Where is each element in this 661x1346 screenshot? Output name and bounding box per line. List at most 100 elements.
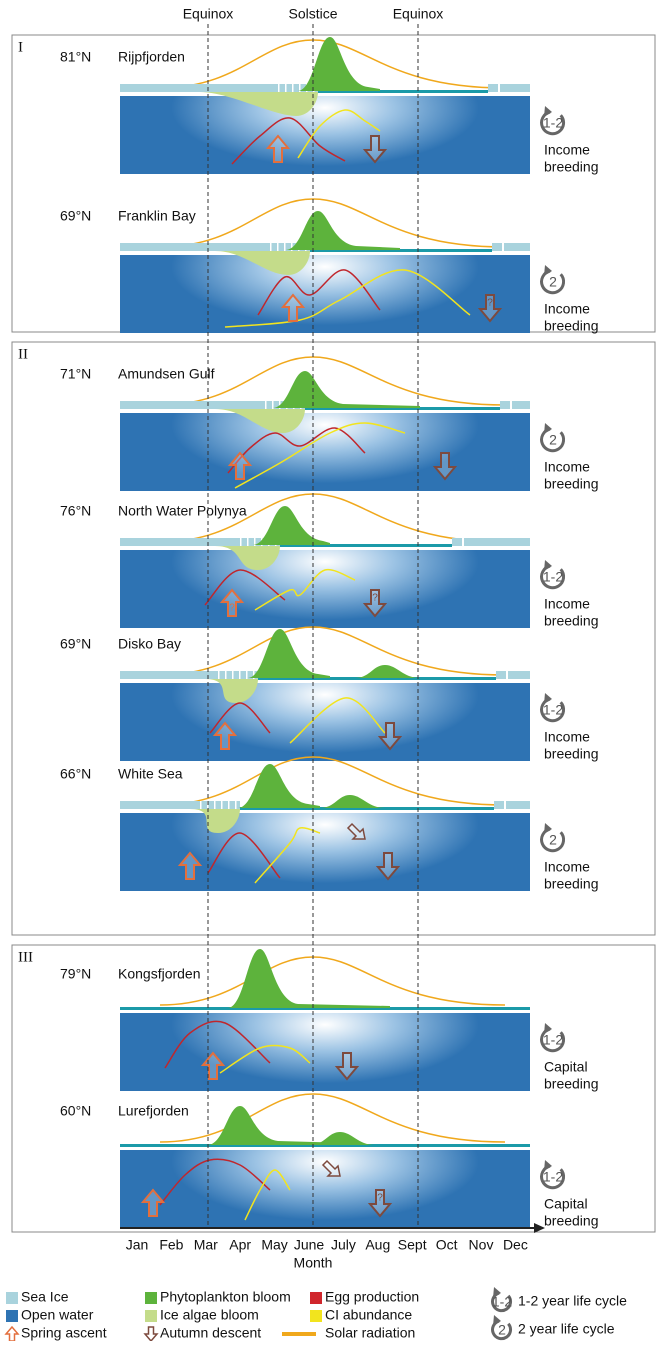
- ice-gap: [240, 538, 242, 546]
- latitude: 69°N: [60, 208, 91, 224]
- sea-ice: [120, 243, 310, 251]
- open-water: [120, 96, 530, 174]
- ice-gap: [270, 243, 272, 251]
- autumn-note: ?: [377, 1193, 383, 1204]
- latitude: 81°N: [60, 49, 91, 65]
- cycle-label: 1-2: [543, 569, 563, 585]
- month-label: Nov: [469, 1237, 494, 1253]
- open-water: [120, 683, 530, 761]
- month-label: May: [261, 1237, 287, 1253]
- location: Franklin Bay: [118, 208, 196, 224]
- legend-label: Egg production: [325, 1289, 419, 1305]
- open-water: [120, 413, 530, 491]
- breeding: breeding: [544, 318, 599, 334]
- month-label: Oct: [436, 1237, 458, 1253]
- ice-gap: [504, 801, 506, 809]
- ice-gap: [247, 538, 249, 546]
- breeding: Income: [544, 142, 590, 158]
- spring-note: ?: [229, 603, 235, 614]
- legend-label: Ice algae bloom: [160, 1307, 259, 1323]
- legend-label: Solar radiation: [325, 1325, 415, 1341]
- phytoplankton-bloom: [310, 1132, 375, 1145]
- phytoplankton-bloom: [320, 795, 385, 808]
- ice-gap: [246, 671, 248, 679]
- ice-gap: [221, 801, 223, 809]
- phytoplankton-bloom: [286, 211, 400, 250]
- solar-curve: [160, 627, 505, 675]
- latitude: 76°N: [60, 503, 91, 519]
- legend-swatch: [310, 1310, 322, 1322]
- phytoplankton-bloom: [273, 371, 420, 408]
- open-water: [120, 1013, 530, 1091]
- legend-label: Autumn descent: [160, 1325, 261, 1341]
- ice-gap: [200, 801, 202, 809]
- breeding: Income: [544, 859, 590, 875]
- group-label: III: [18, 949, 33, 965]
- cycle-label: 1-2: [543, 1032, 563, 1048]
- legend-label: Open water: [21, 1307, 94, 1323]
- ice-gap: [506, 671, 508, 679]
- ice-gap: [272, 401, 274, 409]
- legend-swatch: [145, 1310, 157, 1322]
- legend-label: Sea Ice: [21, 1289, 69, 1305]
- legend-label: Phytoplankton bloom: [160, 1289, 291, 1305]
- breeding: Capital: [544, 1196, 588, 1212]
- ice-gap: [502, 243, 504, 251]
- breeding: Capital: [544, 1059, 588, 1075]
- breeding: Income: [544, 459, 590, 475]
- legend-swatch: [6, 1292, 18, 1304]
- sea-ice: [496, 671, 530, 679]
- open-water: [120, 813, 530, 891]
- sea-ice: [494, 801, 530, 809]
- sea-ice: [488, 84, 530, 92]
- breeding: Income: [544, 301, 590, 317]
- breeding: Income: [544, 596, 590, 612]
- legend-swatch: [282, 1332, 316, 1336]
- ice-gap: [265, 401, 267, 409]
- latitude: 71°N: [60, 366, 91, 382]
- location: Amundsen Gulf: [118, 366, 215, 382]
- latitude: 60°N: [60, 1103, 91, 1119]
- location: North Water Polynya: [118, 503, 247, 519]
- breeding: Income: [544, 729, 590, 745]
- sea-ice: [120, 671, 258, 679]
- open-water: [120, 1150, 530, 1228]
- ice-gap: [278, 84, 280, 92]
- marker-label: Solstice: [288, 6, 337, 22]
- cycle-label: 2: [498, 1322, 506, 1338]
- autumn-note: ?: [372, 593, 378, 604]
- location: Disko Bay: [118, 636, 181, 652]
- group-label: II: [18, 346, 28, 362]
- legend-label: Spring ascent: [21, 1325, 107, 1341]
- breeding: breeding: [544, 746, 599, 762]
- ice-gap: [285, 84, 287, 92]
- cycle-label: 1-2: [543, 702, 563, 718]
- solar-curve: [160, 757, 505, 805]
- ice-gap: [218, 671, 220, 679]
- ice-gap: [232, 671, 234, 679]
- legend-swatch: [6, 1327, 18, 1341]
- month-label: Sept: [398, 1237, 427, 1253]
- phytoplankton-bloom: [298, 37, 380, 91]
- cycle-label: 1-2: [543, 115, 563, 131]
- phytoplankton-bloom: [253, 506, 330, 545]
- phytoplankton-bloom: [248, 629, 330, 678]
- location: White Sea: [118, 766, 183, 782]
- marker-label: Equinox: [183, 6, 234, 22]
- solar-curve: [160, 957, 505, 1005]
- ice-gap: [292, 84, 294, 92]
- breeding: breeding: [544, 1076, 599, 1092]
- ice-gap: [498, 84, 500, 92]
- latitude: 79°N: [60, 966, 91, 982]
- marker-label: Equinox: [393, 6, 444, 22]
- cycle-label: 1-2: [492, 1294, 512, 1310]
- legend-swatch: [145, 1292, 157, 1304]
- axis-title: Month: [294, 1255, 333, 1271]
- month-label: Mar: [194, 1237, 218, 1253]
- month-label: Aug: [365, 1237, 390, 1253]
- open-water: [120, 255, 530, 333]
- breeding: breeding: [544, 876, 599, 892]
- ice-gap: [510, 401, 512, 409]
- breeding: breeding: [544, 1213, 599, 1229]
- breeding: breeding: [544, 476, 599, 492]
